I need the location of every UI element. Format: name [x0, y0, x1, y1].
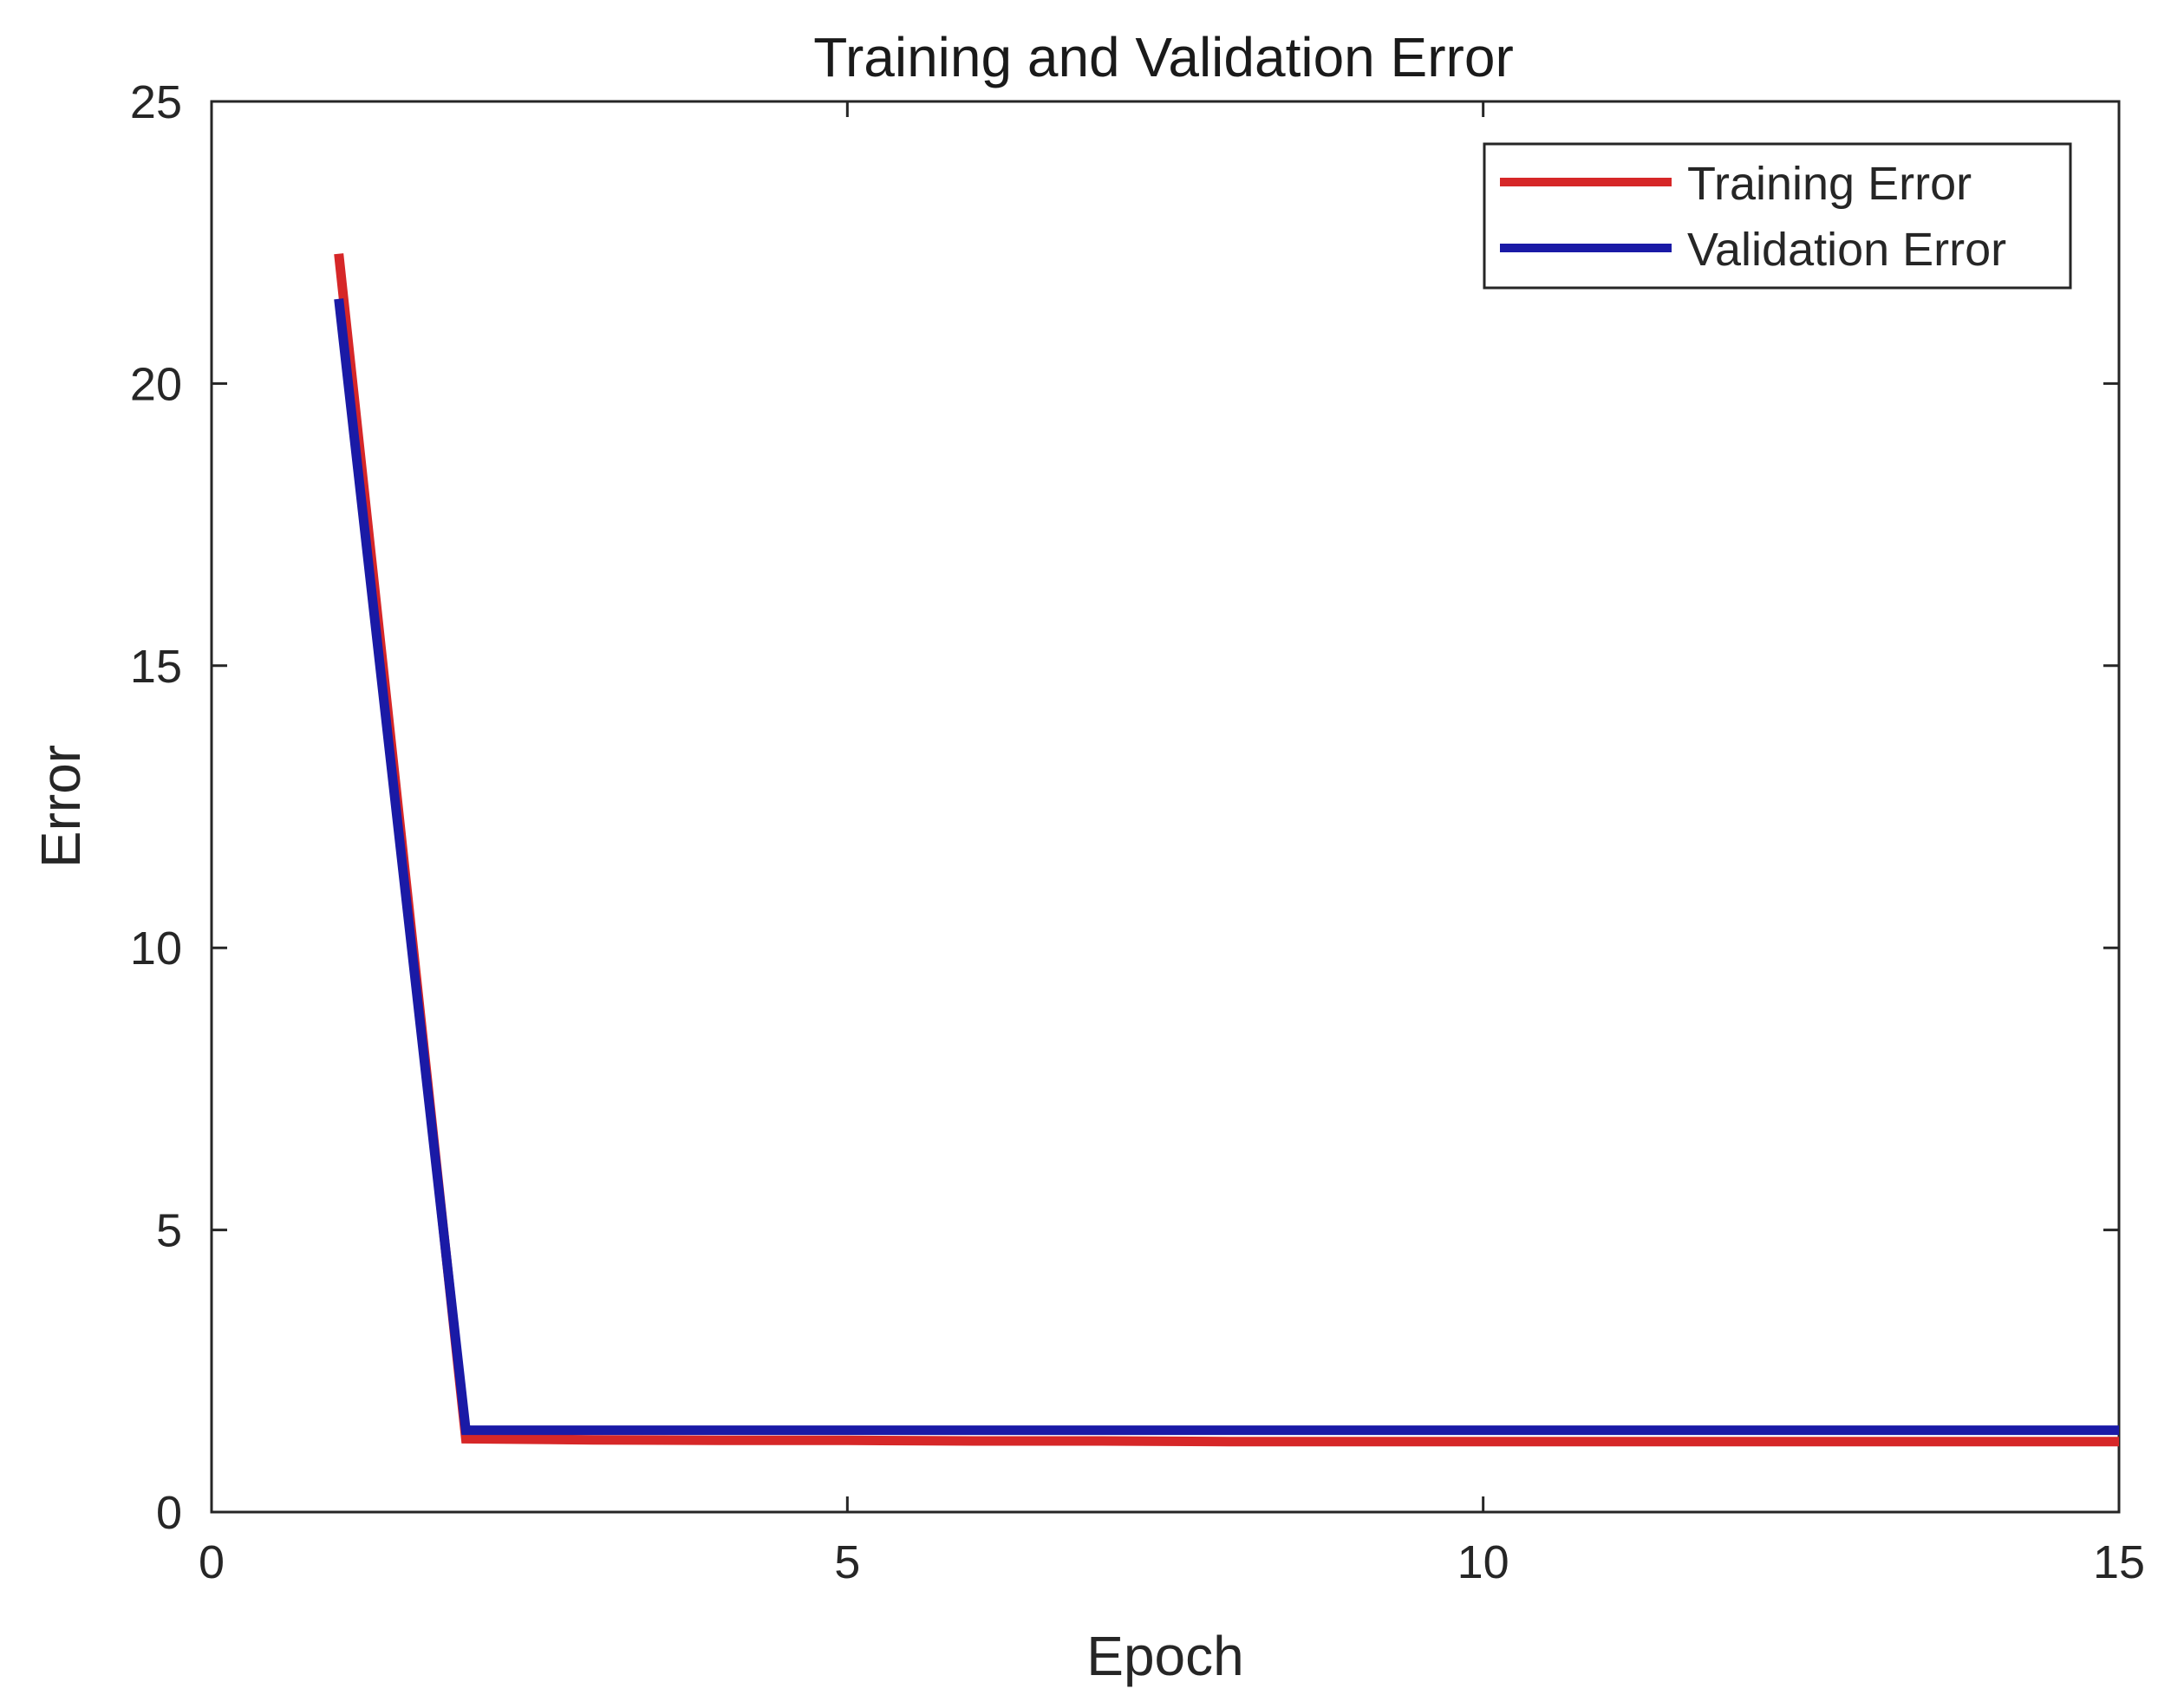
y-tick-label-5: 25 — [130, 76, 182, 128]
y-tick-label-1: 5 — [156, 1205, 182, 1257]
y-tick-label-3: 15 — [130, 641, 182, 693]
axis-tick-labels: 0 5 10 15 0 5 10 15 20 25 — [130, 76, 2145, 1588]
y-axis-label: Error — [29, 745, 92, 868]
x-tick-label-3: 15 — [2093, 1536, 2145, 1588]
plot-area — [210, 100, 2121, 1514]
legend-label-validation: Validation Error — [1687, 224, 2006, 276]
chart-title: Training and Validation Error — [813, 26, 1514, 88]
legend: Training Error Validation Error — [1483, 142, 2072, 290]
y-tick-label-0: 0 — [156, 1487, 182, 1539]
x-tick-label-0: 0 — [199, 1536, 225, 1588]
legend-label-training: Training Error — [1687, 158, 1972, 210]
legend-box — [1483, 142, 2072, 290]
axis-ticks — [210, 100, 2121, 1514]
x-axis-label: Epoch — [1086, 1625, 1243, 1687]
x-tick-label-2: 10 — [1457, 1536, 1509, 1588]
series-line-training-error — [334, 253, 2119, 1447]
y-tick-label-4: 20 — [130, 358, 182, 410]
series-layer — [334, 253, 2119, 1447]
x-tick-label-1: 5 — [834, 1536, 860, 1588]
series-line-validation-error — [334, 298, 2119, 1436]
y-tick-label-2: 10 — [130, 922, 182, 975]
